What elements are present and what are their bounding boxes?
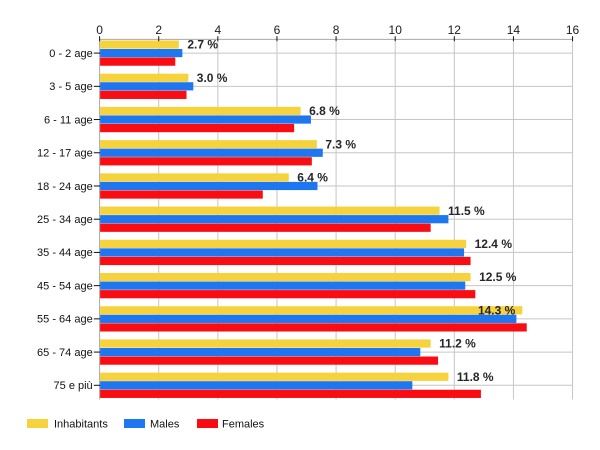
svg-text:6.4 %: 6.4 % [297, 171, 328, 185]
svg-text:65 - 74 age: 65 - 74 age [37, 347, 93, 359]
svg-text:11.2 %: 11.2 % [439, 337, 476, 351]
svg-text:3.0 %: 3.0 % [197, 71, 228, 85]
svg-text:3 - 5 age: 3 - 5 age [49, 81, 92, 93]
svg-text:6.8 %: 6.8 % [309, 104, 340, 118]
svg-text:10: 10 [389, 23, 403, 37]
svg-text:35 - 44 age: 35 - 44 age [37, 247, 93, 259]
svg-text:16: 16 [566, 23, 580, 37]
svg-text:Males: Males [150, 419, 180, 431]
svg-text:18 - 24 age: 18 - 24 age [37, 181, 93, 193]
svg-text:8: 8 [333, 23, 340, 37]
svg-text:11.5 %: 11.5 % [448, 204, 485, 218]
svg-text:6: 6 [274, 23, 281, 37]
svg-text:75 e più: 75 e più [54, 380, 93, 392]
svg-text:25 - 34 age: 25 - 34 age [37, 214, 93, 226]
svg-text:14.3 %: 14.3 % [478, 303, 516, 317]
svg-text:14: 14 [507, 23, 521, 37]
svg-text:0 - 2 age: 0 - 2 age [49, 48, 92, 60]
svg-text:4: 4 [214, 23, 221, 37]
svg-text:45 - 54 age: 45 - 54 age [37, 280, 93, 292]
svg-text:55 - 64 age: 55 - 64 age [37, 314, 93, 326]
svg-text:Females: Females [222, 419, 265, 431]
svg-text:2: 2 [155, 23, 162, 37]
svg-text:12 - 17 age: 12 - 17 age [37, 148, 93, 160]
svg-text:6 - 11 age: 6 - 11 age [44, 114, 93, 126]
svg-text:0: 0 [96, 23, 103, 37]
svg-text:12.4 %: 12.4 % [475, 237, 513, 251]
svg-text:2.7 %: 2.7 % [187, 38, 218, 52]
svg-text:12: 12 [448, 23, 462, 37]
svg-text:Inhabitants: Inhabitants [54, 419, 108, 431]
svg-text:12.5 %: 12.5 % [479, 270, 517, 284]
svg-text:7.3 %: 7.3 % [325, 137, 356, 151]
svg-text:11.8 %: 11.8 % [457, 370, 494, 384]
